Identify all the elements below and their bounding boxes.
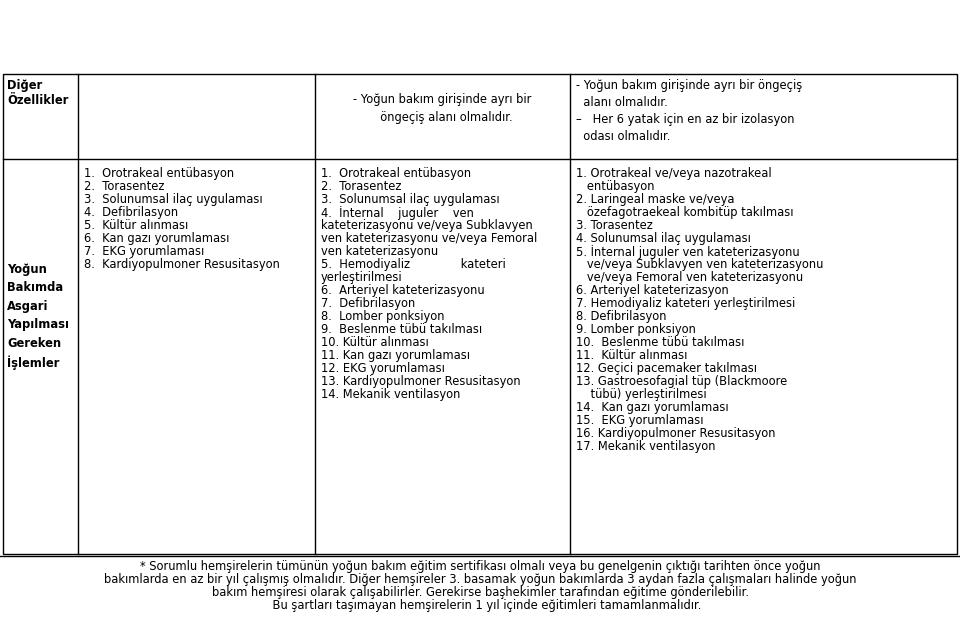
Text: yerleştirilmesi: yerleştirilmesi: [321, 271, 402, 284]
Text: 2. Laringeal maske ve/veya: 2. Laringeal maske ve/veya: [576, 193, 734, 206]
Text: 1.  Orotrakeal entübasyon: 1. Orotrakeal entübasyon: [84, 167, 234, 180]
Text: 6.  Kan gazı yorumlaması: 6. Kan gazı yorumlaması: [84, 232, 229, 245]
Text: 11. Kan gazı yorumlaması: 11. Kan gazı yorumlaması: [321, 349, 470, 362]
Text: entübasyon: entübasyon: [576, 180, 655, 193]
Text: 5. İnternal juguler ven kateterizasyonu: 5. İnternal juguler ven kateterizasyonu: [576, 245, 800, 259]
Text: 6. Arteriyel kateterizasyon: 6. Arteriyel kateterizasyon: [576, 284, 729, 297]
Text: 2.  Torasentez: 2. Torasentez: [84, 180, 164, 193]
Text: ven kateterizasyonu: ven kateterizasyonu: [321, 245, 438, 258]
Text: 8.  Lomber ponksiyon: 8. Lomber ponksiyon: [321, 310, 444, 323]
Text: 2.  Torasentez: 2. Torasentez: [321, 180, 401, 193]
Text: ven kateterizasyonu ve/veya Femoral: ven kateterizasyonu ve/veya Femoral: [321, 232, 538, 245]
Bar: [3, 74, 957, 554]
Text: - Yoğun bakım girişinde ayrı bir
  öngeçiş alanı olmalıdır.: - Yoğun bakım girişinde ayrı bir öngeçiş…: [353, 93, 532, 124]
Text: ve/veya Femoral ven kateterizasyonu: ve/veya Femoral ven kateterizasyonu: [576, 271, 804, 284]
Text: 15.  EKG yorumlaması: 15. EKG yorumlaması: [576, 414, 704, 427]
Text: 10.  Beslenme tübü takılması: 10. Beslenme tübü takılması: [576, 336, 744, 349]
Text: 7.  Defibrilasyon: 7. Defibrilasyon: [321, 297, 416, 310]
Text: 3.  Solunumsal ilaç uygulaması: 3. Solunumsal ilaç uygulaması: [84, 193, 263, 206]
Text: 10. Kültür alınması: 10. Kültür alınması: [321, 336, 429, 349]
Text: bakım hemşiresi olarak çalışabilirler. Gerekirse başhekimler tarafından eğitime : bakım hemşiresi olarak çalışabilirler. G…: [211, 586, 749, 599]
Text: 17. Mekanik ventilasyon: 17. Mekanik ventilasyon: [576, 440, 715, 453]
Text: - Yoğun bakım girişinde ayrı bir öngeçiş
  alanı olmalıdır.
–   Her 6 yatak için: - Yoğun bakım girişinde ayrı bir öngeçiş…: [576, 79, 803, 143]
Text: ve/veya Subklavyen ven kateterizasyonu: ve/veya Subklavyen ven kateterizasyonu: [576, 258, 824, 271]
Text: 7.  EKG yorumlaması: 7. EKG yorumlaması: [84, 245, 204, 258]
Text: 4.  İnternal    juguler    ven: 4. İnternal juguler ven: [321, 206, 474, 220]
Text: Yoğun
Bakımda
Asgari
Yapılması
Gereken
İşlemler: Yoğun Bakımda Asgari Yapılması Gereken İ…: [7, 262, 69, 371]
Text: Bu şartları taşımayan hemşirelerin 1 yıl içinde eğitimleri tamamlanmalıdır.: Bu şartları taşımayan hemşirelerin 1 yıl…: [258, 599, 702, 612]
Text: 8. Defibrilasyon: 8. Defibrilasyon: [576, 310, 666, 323]
Text: 13. Gastroesofagial tüp (Blackmoore: 13. Gastroesofagial tüp (Blackmoore: [576, 375, 787, 388]
Text: 16. Kardiyopulmoner Resusitasyon: 16. Kardiyopulmoner Resusitasyon: [576, 427, 776, 440]
Text: 14. Mekanik ventilasyon: 14. Mekanik ventilasyon: [321, 388, 461, 401]
Text: 8.  Kardiyopulmoner Resusitasyon: 8. Kardiyopulmoner Resusitasyon: [84, 258, 280, 271]
Text: 9.  Beslenme tübü takılması: 9. Beslenme tübü takılması: [321, 323, 482, 336]
Text: 7. Hemodiyaliz kateteri yerleştirilmesi: 7. Hemodiyaliz kateteri yerleştirilmesi: [576, 297, 795, 310]
Text: 11.  Kültür alınması: 11. Kültür alınması: [576, 349, 687, 362]
Text: 12. EKG yorumlaması: 12. EKG yorumlaması: [321, 362, 444, 375]
Text: özefagotraekeal kombitüp takılması: özefagotraekeal kombitüp takılması: [576, 206, 794, 219]
Text: bakımlarda en az bir yıl çalışmış olmalıdır. Diğer hemşireler 3. basamak yoğun b: bakımlarda en az bir yıl çalışmış olmalı…: [104, 573, 856, 586]
Text: 14.  Kan gazı yorumlaması: 14. Kan gazı yorumlaması: [576, 401, 729, 414]
Text: 9. Lomber ponksiyon: 9. Lomber ponksiyon: [576, 323, 696, 336]
Text: 4.  Defibrilasyon: 4. Defibrilasyon: [84, 206, 179, 219]
Text: 3. Torasentez: 3. Torasentez: [576, 219, 653, 232]
Text: 3.  Solunumsal ilaç uygulaması: 3. Solunumsal ilaç uygulaması: [321, 193, 499, 206]
Text: Diğer
Özellikler: Diğer Özellikler: [7, 79, 68, 107]
Text: 4. Solunumsal ilaç uygulaması: 4. Solunumsal ilaç uygulaması: [576, 232, 751, 245]
Text: 1.  Orotrakeal entübasyon: 1. Orotrakeal entübasyon: [321, 167, 471, 180]
Text: 5.  Hemodiyaliz              kateteri: 5. Hemodiyaliz kateteri: [321, 258, 506, 271]
Text: * Sorumlu hemşirelerin tümünün yoğun bakım eğitim sertifikası olmalı veya bu gen: * Sorumlu hemşirelerin tümünün yoğun bak…: [140, 560, 820, 573]
Text: kateterizasyonu ve/veya Subklavyen: kateterizasyonu ve/veya Subklavyen: [321, 219, 533, 232]
Text: 1. Orotrakeal ve/veya nazotrakeal: 1. Orotrakeal ve/veya nazotrakeal: [576, 167, 772, 180]
Text: tübü) yerleştirilmesi: tübü) yerleştirilmesi: [576, 388, 707, 401]
Text: 6.  Arteriyel kateterizasyonu: 6. Arteriyel kateterizasyonu: [321, 284, 485, 297]
Text: 5.  Kültür alınması: 5. Kültür alınması: [84, 219, 188, 232]
Text: 13. Kardiyopulmoner Resusitasyon: 13. Kardiyopulmoner Resusitasyon: [321, 375, 520, 388]
Text: 12. Geçici pacemaker takılması: 12. Geçici pacemaker takılması: [576, 362, 757, 375]
